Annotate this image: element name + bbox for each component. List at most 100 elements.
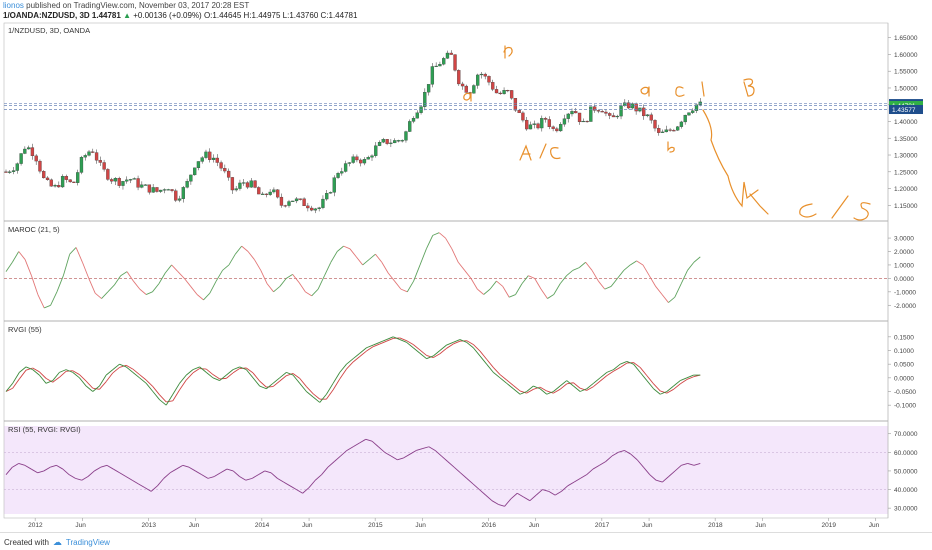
x-tick-label: Jun	[642, 522, 653, 529]
line-segment	[82, 262, 90, 279]
candle	[521, 112, 525, 121]
y-tick-label: -0.1000	[894, 403, 916, 410]
line-segment	[286, 273, 293, 279]
line-segment	[447, 461, 455, 468]
candle	[543, 118, 548, 120]
line-segment	[31, 275, 39, 295]
line-segment	[69, 247, 77, 255]
line-segment	[18, 369, 27, 380]
candle	[193, 167, 197, 176]
line-segment	[513, 385, 521, 392]
candle	[377, 142, 382, 146]
candle	[26, 147, 31, 150]
line-segment	[152, 386, 160, 396]
candle	[325, 193, 329, 200]
line-segment	[521, 275, 529, 285]
candle	[302, 198, 306, 207]
line-segment	[493, 367, 501, 375]
line-segment	[660, 391, 668, 395]
candle	[264, 193, 269, 195]
candle	[608, 113, 612, 116]
candle	[8, 171, 12, 173]
line-segment	[212, 374, 220, 380]
candle	[374, 145, 378, 156]
line-segment	[45, 377, 53, 383]
line-segment	[59, 369, 67, 373]
line-segment	[87, 470, 95, 477]
y-tick-label: -1.0000	[894, 289, 916, 296]
line-segment	[308, 479, 316, 488]
line-segment	[426, 354, 434, 359]
line-segment	[579, 388, 587, 392]
y-tick-label: 3.0000	[894, 236, 914, 243]
c-b-annotation-drawing	[675, 78, 755, 97]
line-segment	[416, 448, 423, 451]
line-segment	[5, 466, 13, 475]
pane-title: MAROC (21, 5)	[8, 225, 60, 234]
line-segment	[386, 338, 394, 342]
candle	[615, 115, 619, 118]
line-segment	[419, 352, 427, 360]
line-segment	[277, 477, 284, 483]
line-segment	[489, 280, 497, 290]
line-segment	[81, 476, 89, 481]
candle	[276, 189, 280, 198]
line-segment	[99, 381, 107, 390]
candle	[257, 187, 261, 195]
line-segment	[372, 341, 381, 346]
line-segment	[606, 369, 614, 373]
line-segment	[559, 275, 567, 285]
line-segment	[553, 283, 561, 295]
line-segment	[617, 270, 625, 279]
line-segment	[355, 256, 364, 266]
line-segment	[182, 464, 190, 468]
candle	[392, 140, 397, 144]
line-segment	[37, 470, 44, 474]
line-segment	[245, 477, 253, 481]
line-segment	[273, 286, 281, 293]
author-link[interactable]: lionos	[3, 1, 24, 10]
line-segment	[592, 464, 600, 470]
line-segment	[292, 274, 300, 283]
line-segment	[399, 337, 407, 342]
candle	[91, 151, 95, 153]
line-segment	[259, 380, 267, 388]
line-segment	[212, 377, 220, 381]
line-segment	[201, 474, 209, 479]
line-segment	[529, 494, 537, 502]
line-segment	[37, 294, 45, 309]
line-segment	[547, 294, 555, 299]
y-tick-label: 0.0000	[894, 375, 914, 382]
line-segment	[75, 477, 82, 481]
candle	[121, 181, 125, 186]
line-segment	[451, 248, 459, 263]
line-segment	[611, 451, 619, 457]
line-segment	[619, 361, 628, 365]
line-segment	[314, 474, 322, 481]
line-segment	[673, 383, 681, 390]
y-tick-label: 2.0000	[894, 249, 914, 256]
x-tick-label: 2013	[142, 522, 157, 529]
y-tick-label: 1.30000	[894, 153, 918, 160]
candle	[155, 187, 159, 192]
candle	[279, 196, 284, 206]
line-segment	[662, 476, 670, 483]
line-segment	[366, 344, 374, 349]
line-segment	[12, 378, 20, 389]
line-segment	[289, 485, 297, 490]
brand-label[interactable]: TradingView	[65, 538, 110, 547]
candle	[694, 104, 699, 111]
line-segment	[599, 461, 606, 466]
line-segment	[94, 466, 101, 472]
line-segment	[515, 283, 523, 295]
line-segment	[299, 383, 307, 392]
line-segment	[666, 388, 674, 394]
line-segment	[226, 372, 234, 379]
candle	[72, 181, 76, 183]
line-segment	[251, 474, 259, 479]
maroc-line	[5, 232, 701, 309]
candle	[76, 172, 80, 183]
line-segment	[352, 442, 360, 448]
pane-title: RVGI (55)	[8, 325, 42, 334]
